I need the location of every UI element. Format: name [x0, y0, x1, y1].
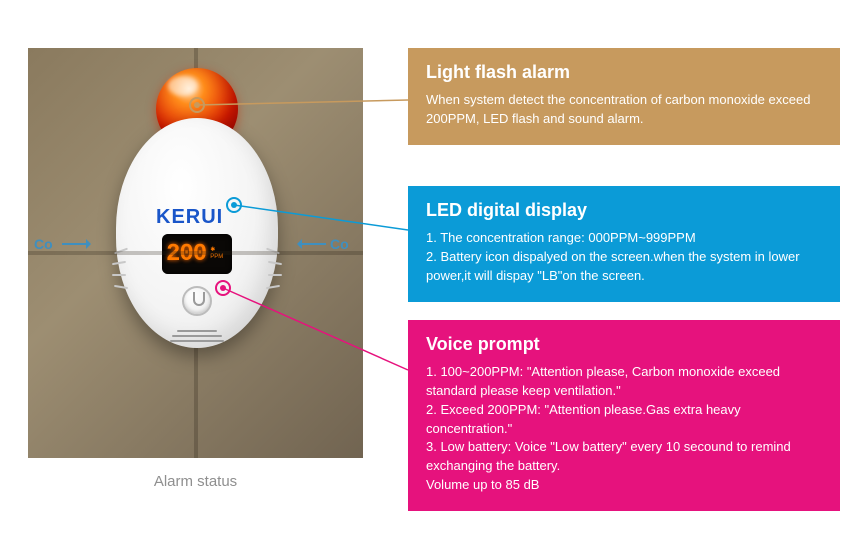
- callout-light-flash: Light flash alarm When system detect the…: [408, 48, 840, 145]
- test-button: [182, 286, 212, 316]
- callout-title: LED digital display: [426, 200, 822, 221]
- callout-title: Light flash alarm: [426, 62, 822, 83]
- co-label-left: Co: [34, 236, 53, 252]
- co-arrow-right: [300, 243, 326, 245]
- lcd-unit: ✱ PPM: [210, 247, 223, 261]
- callout-body: 1. The concentration range: 000PPM~999PP…: [426, 229, 822, 286]
- callout-led-display: LED digital display 1. The concentration…: [408, 186, 840, 302]
- brand-logo: KERUI: [156, 206, 223, 229]
- product-panel: Co Co KERUI 200 ✱ PPM: [28, 48, 363, 508]
- callout-title: Voice prompt: [426, 334, 822, 355]
- callout-body: When system detect the concentration of …: [426, 91, 822, 129]
- co-arrow-left: [62, 243, 88, 245]
- detector-device: KERUI 200 ✱ PPM: [116, 68, 278, 348]
- lcd-value: 200: [166, 241, 206, 268]
- lcd-display: 200 ✱ PPM: [162, 234, 232, 274]
- tile-background: Co Co KERUI 200 ✱ PPM: [28, 48, 363, 458]
- speaker-grille: [170, 330, 224, 348]
- callout-voice-prompt: Voice prompt 1. 100~200PPM: "Attention p…: [408, 320, 840, 511]
- product-caption: Alarm status: [28, 473, 363, 490]
- co-label-right: Co: [330, 236, 349, 252]
- callout-body: 1. 100~200PPM: "Attention please, Carbon…: [426, 363, 822, 495]
- device-body: KERUI 200 ✱ PPM: [116, 118, 278, 348]
